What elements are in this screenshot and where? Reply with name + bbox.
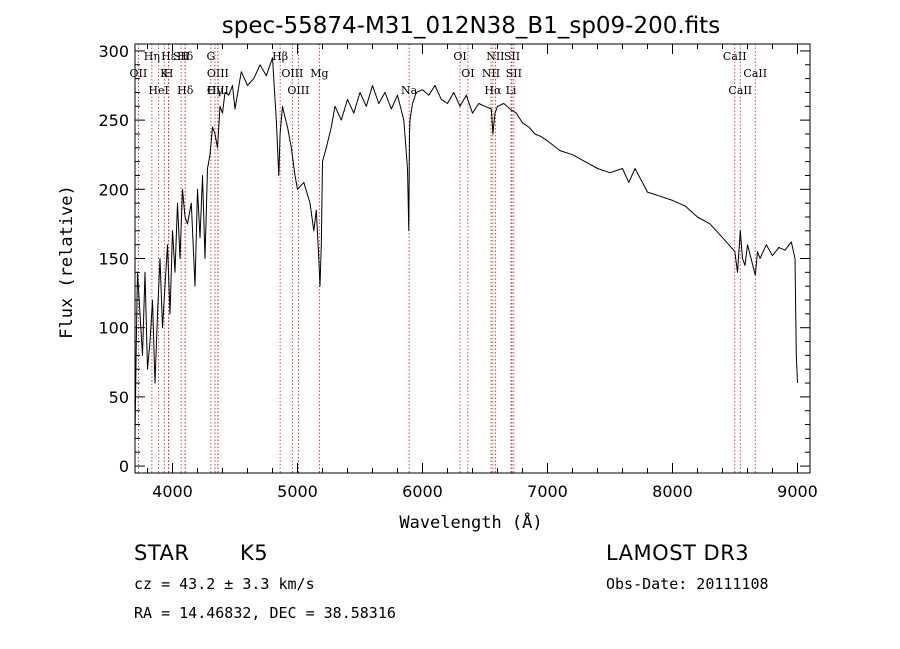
spectral-line-label: OII	[130, 67, 148, 80]
y-tick-label: 150	[98, 250, 129, 269]
spectral-line-label: NII	[482, 67, 500, 80]
object-class: STAR	[134, 541, 190, 565]
y-tick-label: 0	[119, 457, 129, 476]
spectral-line-label: Na	[401, 84, 418, 97]
chart-title: spec-55874-M31_012N38_B1_sp09-200.fits	[222, 13, 720, 39]
x-tick-label: 6000	[402, 482, 443, 501]
y-tick-label: 50	[109, 388, 129, 407]
spectral-line-markers	[137, 44, 756, 473]
spectral-line-label: NII	[486, 50, 504, 63]
y-tick-label: 200	[98, 180, 129, 199]
y-axis-label: Flux (relative)	[57, 185, 77, 339]
spectral-line-label: Hδ	[177, 50, 194, 63]
spectral-line-label: Hε	[161, 50, 177, 63]
y-tick-label: 100	[98, 319, 129, 338]
spectral-line-label: OIII	[207, 84, 229, 97]
spectral-line-label: SII	[173, 50, 189, 63]
x-tick-label: 7000	[527, 482, 568, 501]
coordinates: RA = 14.46832, DEC = 38.58316	[134, 604, 396, 622]
spectrum-line	[134, 57, 798, 439]
spectral-line-label: CaII	[743, 67, 767, 80]
series-layer	[134, 57, 798, 439]
spectral-line-label: Li	[506, 84, 517, 97]
plot-frame	[134, 43, 811, 474]
axis-ticks: 4000 5000 6000 7000 8000 9000 0 50 100 150 200 250 3…	[98, 42, 817, 501]
x-tick-label: 8000	[652, 482, 693, 501]
spectral-line-label: SII	[506, 67, 522, 80]
spectral-line-label: Hβ	[272, 50, 288, 63]
spectral-line-label: OIII	[207, 67, 229, 80]
redshift-cz: cz = 43.2 ± 3.3 km/s	[134, 575, 315, 593]
spectral-line-label: Hγ	[207, 84, 224, 97]
spectral-line-label: Hα	[484, 84, 502, 97]
spectral-line-label: HeI	[148, 84, 168, 97]
spectral-line-label: CaII	[728, 84, 752, 97]
spectral-line-label: K	[160, 67, 169, 80]
spectral-line-label: Hδ	[177, 84, 194, 97]
spectral-line-label: H	[164, 67, 174, 80]
observation-date: Obs-Date: 20111108	[606, 575, 769, 593]
spectral-line-label: OI	[453, 50, 466, 63]
line-labels: HδOIIOIIIHεKHeIHηHHδSIIOIIIHγGOIIIOIIIHβ…	[130, 50, 768, 97]
survey-name: LAMOST DR3	[606, 541, 750, 565]
spectral-line-label: Mg	[310, 67, 328, 80]
spectral-line-label: CaII	[723, 50, 747, 63]
x-tick-label: 4000	[152, 482, 193, 501]
spectral-line-label: Hη	[144, 50, 160, 63]
spectral-line-label: OI	[461, 67, 474, 80]
y-tick-label: 300	[98, 42, 129, 61]
object-subclass: K5	[240, 541, 269, 565]
spectral-line-label: OIII	[287, 84, 309, 97]
x-axis-label: Wavelength (Å)	[399, 511, 542, 533]
spectral-line-label: G	[206, 50, 215, 63]
x-tick-label: 9000	[777, 482, 818, 501]
spectral-line-label: SII	[504, 50, 520, 63]
spectral-line-label: OIII	[281, 67, 303, 80]
x-tick-label: 5000	[277, 482, 318, 501]
y-tick-label: 250	[98, 111, 129, 130]
